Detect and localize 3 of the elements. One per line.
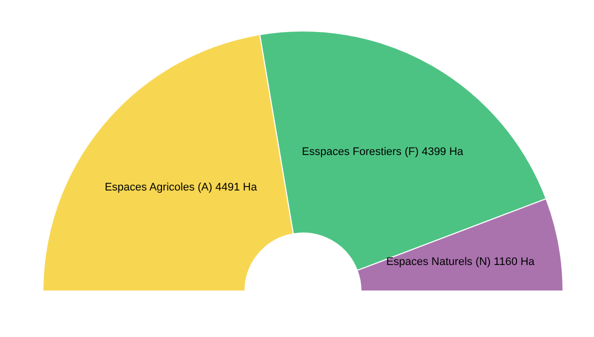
slice-label: Espaces Agricoles (A) 4491 Ha	[104, 182, 258, 194]
slice-label: Esspaces Forestiers (F) 4399 Ha	[302, 146, 464, 158]
slice-label: Espaces Naturels (N) 1160 Ha	[386, 256, 536, 268]
